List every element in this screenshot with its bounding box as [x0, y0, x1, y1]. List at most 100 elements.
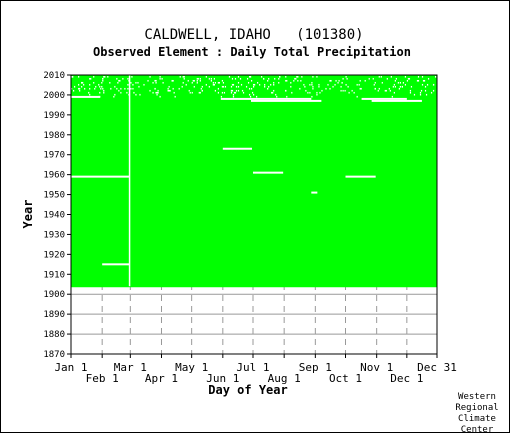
missing-day	[237, 89, 240, 92]
missing-day	[272, 91, 274, 94]
missing-day	[419, 93, 422, 96]
missing-day	[154, 79, 156, 82]
missing-segment	[71, 95, 101, 98]
credit-line-3: Climate	[458, 414, 496, 424]
missing-day	[300, 79, 302, 82]
missing-day	[358, 83, 360, 86]
missing-day	[155, 91, 157, 94]
y-tick-label: 1970	[43, 151, 65, 161]
missing-day	[242, 91, 245, 94]
missing-day	[188, 89, 190, 92]
missing-day	[120, 87, 122, 90]
missing-segment	[220, 97, 312, 100]
missing-day	[221, 91, 224, 94]
y-tick-label: 1910	[43, 270, 65, 280]
missing-day	[191, 91, 193, 94]
missing-day	[252, 85, 255, 88]
missing-day	[419, 91, 422, 94]
missing-day	[337, 81, 339, 84]
missing-day	[198, 91, 200, 94]
missing-day	[217, 87, 220, 90]
missing-day	[130, 81, 132, 84]
missing-day	[93, 75, 95, 78]
chart-subtitle: Observed Element : Daily Total Precipita…	[93, 45, 411, 59]
missing-day	[178, 87, 180, 90]
credit-line-4: Center	[461, 425, 494, 433]
missing-day	[137, 81, 139, 84]
x-tick-label: Nov 1	[360, 361, 393, 374]
missing-day	[359, 87, 361, 90]
y-tick-label: 1870	[43, 350, 65, 360]
missing-day	[217, 81, 220, 84]
missing-day	[235, 85, 238, 88]
data-present-region	[71, 75, 437, 288]
missing-day	[274, 77, 276, 80]
missing-day	[303, 83, 305, 86]
missing-day	[407, 77, 410, 80]
missing-day	[305, 89, 307, 92]
missing-day	[286, 95, 288, 98]
missing-day	[273, 81, 275, 84]
missing-day	[381, 81, 383, 84]
missing-day	[417, 75, 420, 78]
missing-segment	[252, 171, 284, 174]
missing-day	[316, 91, 318, 94]
missing-day	[335, 79, 337, 82]
missing-day	[213, 83, 215, 86]
missing-day	[230, 85, 233, 88]
missing-day	[102, 79, 104, 82]
missing-day	[89, 83, 91, 86]
missing-day	[344, 89, 346, 92]
missing-day	[132, 83, 134, 86]
missing-day	[114, 85, 116, 88]
missing-day	[399, 81, 401, 84]
missing-segment	[71, 175, 130, 178]
missing-day	[259, 83, 261, 86]
missing-day	[273, 83, 275, 86]
missing-day	[156, 91, 158, 94]
missing-day	[152, 91, 154, 94]
missing-day	[161, 77, 163, 80]
missing-day	[251, 91, 254, 94]
missing-day	[341, 81, 343, 84]
missing-day	[378, 87, 380, 90]
missing-day	[250, 79, 253, 82]
missing-day	[430, 91, 433, 94]
missing-day	[388, 87, 390, 90]
missing-day	[88, 91, 90, 94]
y-tick-label: 1980	[43, 131, 65, 141]
missing-day	[201, 85, 203, 88]
missing-segment	[345, 175, 376, 178]
missing-day	[291, 91, 293, 94]
missing-day	[394, 85, 396, 88]
missing-day	[356, 83, 358, 86]
missing-day	[104, 75, 106, 78]
missing-day	[222, 85, 225, 88]
missing-day	[128, 93, 130, 96]
missing-day	[230, 91, 233, 94]
missing-day	[81, 81, 83, 84]
missing-day	[132, 87, 134, 90]
missing-day	[173, 91, 175, 94]
missing-day	[114, 93, 116, 96]
missing-day	[311, 81, 313, 84]
missing-day	[329, 87, 331, 90]
missing-day	[234, 77, 237, 80]
missing-day	[340, 85, 342, 88]
missing-day	[311, 83, 313, 86]
missing-day	[342, 89, 344, 92]
missing-day	[296, 75, 298, 78]
x-axis-label: Day of Year	[208, 383, 287, 397]
missing-day	[193, 79, 195, 82]
missing-day	[223, 91, 226, 94]
y-tick-label: 1960	[43, 171, 65, 181]
missing-day	[248, 75, 251, 78]
missing-day	[359, 79, 361, 82]
missing-day	[73, 89, 75, 92]
missing-day	[327, 83, 329, 86]
missing-day	[312, 85, 314, 88]
missing-day	[179, 75, 181, 78]
missing-day	[71, 75, 73, 78]
missing-day	[171, 79, 173, 82]
